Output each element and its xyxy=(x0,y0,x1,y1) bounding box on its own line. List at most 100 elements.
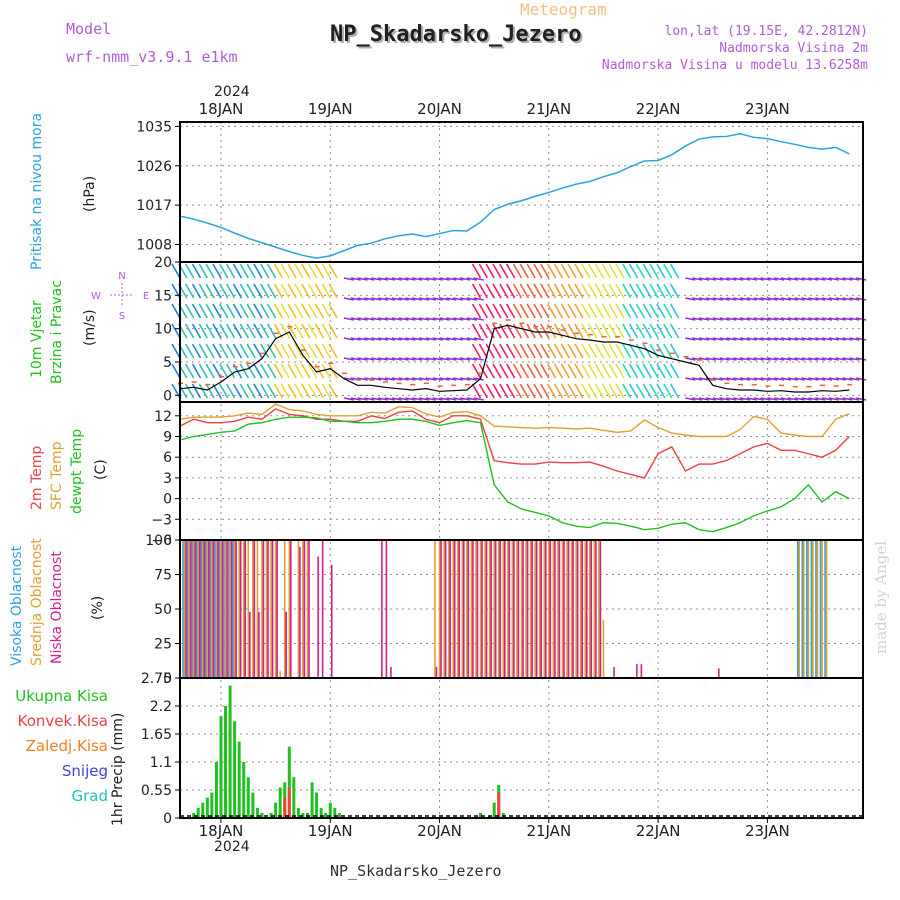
wind-barb xyxy=(350,397,361,401)
wind-barb xyxy=(601,283,611,299)
compass-e-label: E xyxy=(143,291,149,302)
precip-total-bar xyxy=(246,777,250,818)
wind-barb xyxy=(526,383,536,399)
temp-ytick-label: 6 xyxy=(163,450,172,466)
wind-barb xyxy=(828,317,840,321)
wind-barb xyxy=(280,383,290,399)
wind-barb xyxy=(446,337,457,341)
wind-barb xyxy=(219,303,229,319)
wind-barb xyxy=(733,317,744,321)
wind-barb xyxy=(425,377,437,381)
wind-barb xyxy=(801,337,812,341)
wind-barb xyxy=(301,323,311,339)
wind-barb xyxy=(760,297,771,301)
wind-barb xyxy=(384,337,396,341)
wind-barb xyxy=(398,337,409,341)
wind-barb xyxy=(787,397,799,401)
watermark: made by Angel xyxy=(872,540,890,654)
cloud-ytick-label: 0 xyxy=(163,671,172,687)
wind-barb xyxy=(280,363,290,379)
wind-barb xyxy=(560,323,571,339)
wind-barb xyxy=(314,343,325,359)
pressure-ytick-label: 1008 xyxy=(136,238,172,254)
wind-barb xyxy=(505,343,516,359)
wind-barb xyxy=(642,363,652,379)
wind-barb xyxy=(540,263,550,279)
wind-barb xyxy=(663,363,673,379)
wind-barb xyxy=(746,377,758,381)
elevation-label: Nadmorska Visina 2m xyxy=(719,41,868,56)
wind-barb xyxy=(499,383,509,399)
wind-barb xyxy=(412,397,423,401)
wind-barb xyxy=(219,323,229,339)
wind-barb xyxy=(649,363,659,379)
wind-barb xyxy=(581,343,591,359)
wind-barb xyxy=(453,297,464,301)
wind-barb xyxy=(635,283,646,299)
wind-barb xyxy=(328,343,338,359)
time-tick-top-21JAN: 21JAN xyxy=(526,100,571,118)
wind-barb xyxy=(719,397,730,401)
wind-barb xyxy=(191,383,202,399)
wind-barb xyxy=(287,303,297,319)
wind-barb xyxy=(412,277,423,281)
wind-barb xyxy=(726,357,737,361)
wind-barb xyxy=(692,317,703,321)
legend-rain-frozen: Zaledj.Kisa xyxy=(25,737,108,755)
wind-barb xyxy=(787,317,799,321)
wind-barb xyxy=(418,377,430,381)
wind-barb xyxy=(350,337,361,341)
wind-barb xyxy=(685,357,696,361)
temp-sfc-line xyxy=(179,403,850,438)
temp-unit: (C) xyxy=(93,459,109,480)
wind-barb xyxy=(432,337,443,341)
wind-barb xyxy=(622,343,632,359)
wind-barb xyxy=(739,397,751,401)
wind-barb xyxy=(459,277,471,281)
wind-barb xyxy=(594,303,605,319)
wind-barb xyxy=(446,297,457,301)
wind-barb xyxy=(615,383,625,399)
wind-barb xyxy=(856,397,867,401)
wind-barb xyxy=(478,363,489,379)
wind-barb xyxy=(212,363,222,379)
wind-barb xyxy=(808,337,819,341)
wind-barb xyxy=(471,263,482,279)
wind-barb xyxy=(273,343,284,359)
wind-barb xyxy=(842,377,853,381)
wind-barb xyxy=(432,377,443,381)
wind-barb xyxy=(698,297,710,301)
wind-barb xyxy=(835,297,846,301)
wind-barb xyxy=(357,297,368,301)
wind-barb xyxy=(726,337,737,341)
wind-barb xyxy=(698,317,710,321)
wind-barb xyxy=(473,317,484,321)
wind-barb xyxy=(266,323,277,339)
wind-barb xyxy=(760,277,771,281)
wind-barb xyxy=(780,317,792,321)
wind-barb xyxy=(608,323,618,339)
wind-barb xyxy=(212,303,222,319)
wind-barb xyxy=(473,277,484,281)
wind-barb xyxy=(753,377,764,381)
wind-barb xyxy=(512,283,523,299)
wind-ytick-label: 20 xyxy=(154,255,172,271)
precip-total-bar xyxy=(233,721,237,818)
wind-barb xyxy=(821,397,833,401)
precip-total-bar xyxy=(201,802,205,818)
wind-barb xyxy=(574,303,584,319)
wind-barb xyxy=(171,323,181,339)
wind-barb xyxy=(794,297,805,301)
wind-barb xyxy=(425,297,437,301)
wind-barb xyxy=(492,383,502,399)
wind-barb xyxy=(526,363,536,379)
wind-barb xyxy=(821,277,833,281)
wind-barb xyxy=(492,363,502,379)
wind-barb xyxy=(835,377,846,381)
wind-barb xyxy=(294,263,304,279)
wind-barb xyxy=(801,377,812,381)
wind-barb xyxy=(239,323,249,339)
precip-ytick-label: 0 xyxy=(163,811,172,827)
wind-barb xyxy=(663,343,673,359)
wind-barb xyxy=(328,303,338,319)
